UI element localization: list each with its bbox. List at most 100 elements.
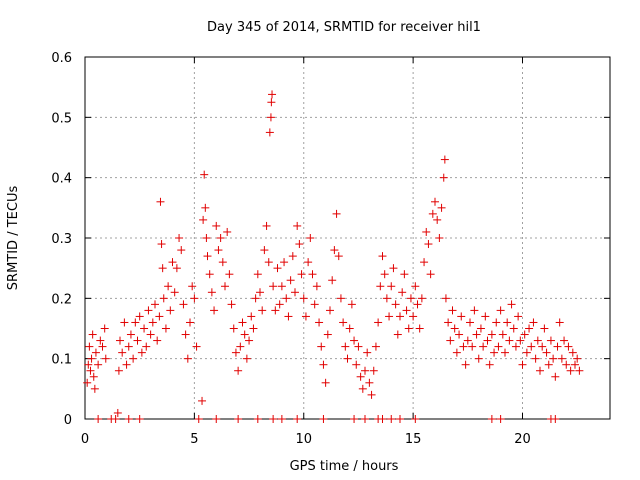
data-point [129, 354, 138, 363]
data-point [485, 360, 494, 369]
data-point [308, 270, 317, 279]
data-point [466, 318, 474, 327]
data-point [306, 234, 315, 242]
data-point [275, 300, 284, 309]
data-point [161, 324, 170, 333]
data-point [214, 246, 223, 255]
x-tick-label: 10 [295, 432, 312, 447]
data-point [540, 324, 549, 333]
data-point [188, 282, 197, 291]
data-point [277, 282, 286, 291]
data-point [221, 282, 229, 291]
data-point [293, 221, 302, 230]
data-point [424, 240, 433, 249]
data-point [367, 390, 376, 399]
data-point [387, 415, 396, 423]
x-tick-label: 0 [81, 432, 89, 447]
data-point [265, 128, 274, 137]
y-tick-labels: 0 0.1 0.2 0.3 0.4 0.5 0.6 [51, 51, 72, 428]
data-point [240, 330, 249, 339]
data-point [483, 336, 492, 345]
data-point [516, 336, 525, 345]
data-point [253, 415, 262, 423]
data-point [293, 415, 302, 423]
data-point [271, 306, 280, 315]
data-point [514, 312, 523, 321]
data-point [133, 336, 142, 345]
data-point [402, 306, 411, 315]
data-point [253, 270, 262, 279]
data-point [251, 294, 260, 303]
data-point [352, 360, 361, 369]
data-points [83, 90, 584, 423]
data-point [369, 366, 378, 375]
data-point [573, 354, 582, 363]
data-point [555, 318, 564, 327]
data-point [461, 360, 470, 369]
data-point [122, 360, 131, 369]
data-point [90, 384, 99, 393]
data-point [194, 415, 203, 423]
data-point [247, 312, 256, 321]
data-point [474, 354, 483, 363]
data-point [446, 336, 455, 345]
data-point [85, 342, 94, 351]
data-point [481, 312, 490, 321]
data-point [406, 294, 415, 303]
data-point [479, 342, 488, 351]
data-point [439, 173, 448, 182]
data-point [245, 336, 254, 345]
data-point [87, 354, 96, 363]
data-point [323, 330, 332, 339]
data-point [231, 348, 240, 357]
data-point [562, 360, 571, 369]
data-point [470, 306, 479, 315]
data-point [426, 270, 435, 279]
y-tick-label: 0.3 [51, 232, 72, 247]
data-point [114, 366, 123, 375]
data-point [91, 348, 100, 357]
data-point [334, 252, 343, 261]
data-point [126, 330, 135, 339]
data-point [553, 342, 562, 351]
data-point [146, 330, 155, 339]
data-point [186, 318, 194, 327]
data-point [476, 324, 485, 333]
data-point [256, 288, 264, 297]
data-point [365, 378, 374, 387]
data-point [264, 258, 273, 267]
data-point [448, 306, 457, 315]
data-point [522, 348, 531, 357]
data-point [527, 342, 536, 351]
data-point [520, 330, 529, 339]
data-point [212, 415, 221, 423]
data-point [142, 342, 151, 351]
data-point [297, 270, 306, 279]
data-point [200, 170, 209, 179]
data-point [339, 318, 348, 327]
data-point [455, 330, 464, 339]
data-point [88, 330, 97, 339]
data-point [183, 354, 192, 363]
data-point [387, 282, 396, 291]
data-point [291, 288, 299, 297]
data-point [164, 282, 173, 291]
data-point [166, 306, 175, 315]
data-point [135, 415, 144, 423]
data-point [437, 203, 446, 212]
data-point [332, 209, 341, 218]
data-point [501, 348, 509, 357]
data-point [118, 348, 127, 357]
data-point [385, 312, 394, 321]
data-point [234, 366, 243, 375]
data-point [525, 324, 534, 333]
data-point [207, 288, 216, 297]
data-point [400, 270, 409, 279]
data-point [345, 324, 354, 333]
data-point [536, 366, 544, 375]
data-point [262, 221, 271, 230]
data-point [98, 342, 107, 351]
data-point [267, 98, 276, 107]
data-point [249, 324, 258, 333]
